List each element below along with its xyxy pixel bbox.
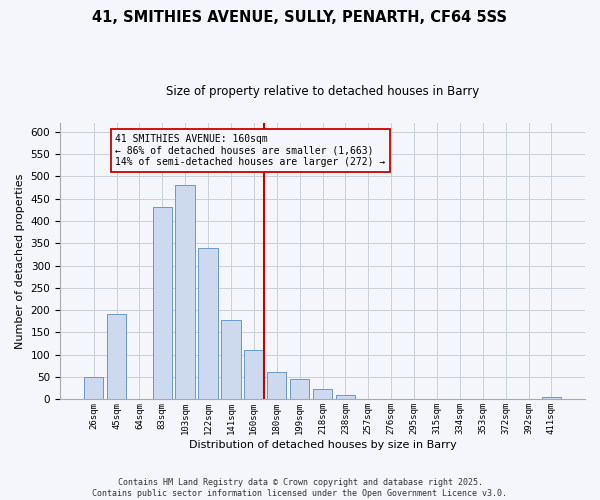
Text: Contains HM Land Registry data © Crown copyright and database right 2025.
Contai: Contains HM Land Registry data © Crown c… bbox=[92, 478, 508, 498]
Bar bbox=[107, 314, 126, 400]
Bar bbox=[290, 380, 310, 400]
Text: 41 SMITHIES AVENUE: 160sqm
← 86% of detached houses are smaller (1,663)
14% of s: 41 SMITHIES AVENUE: 160sqm ← 86% of deta… bbox=[115, 134, 386, 167]
Bar bbox=[84, 377, 103, 400]
Bar bbox=[313, 388, 332, 400]
Text: 41, SMITHIES AVENUE, SULLY, PENARTH, CF64 5SS: 41, SMITHIES AVENUE, SULLY, PENARTH, CF6… bbox=[92, 10, 508, 25]
Bar bbox=[244, 350, 263, 400]
X-axis label: Distribution of detached houses by size in Barry: Distribution of detached houses by size … bbox=[188, 440, 457, 450]
Bar bbox=[335, 395, 355, 400]
Bar bbox=[267, 372, 286, 400]
Bar bbox=[175, 185, 195, 400]
Y-axis label: Number of detached properties: Number of detached properties bbox=[15, 174, 25, 349]
Bar bbox=[542, 397, 561, 400]
Bar bbox=[199, 248, 218, 400]
Title: Size of property relative to detached houses in Barry: Size of property relative to detached ho… bbox=[166, 85, 479, 98]
Bar bbox=[152, 206, 172, 400]
Bar bbox=[221, 320, 241, 400]
